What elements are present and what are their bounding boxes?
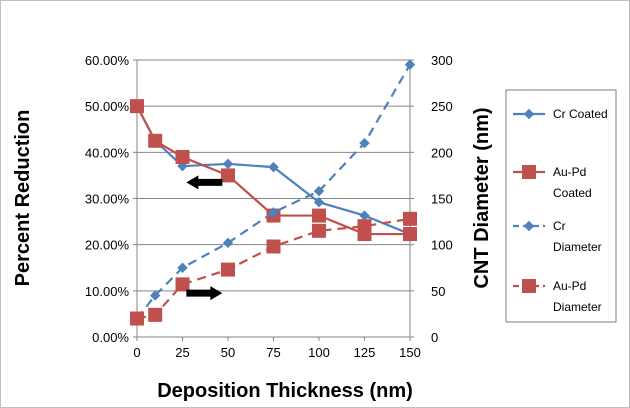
data-point (148, 307, 163, 322)
data-point (403, 211, 417, 226)
series-au-pd-diameter (130, 211, 417, 326)
data-point (313, 196, 325, 208)
data-point (130, 99, 144, 114)
legend-label: Cr Coated (553, 107, 608, 121)
left-tick-label: 30.00% (85, 192, 130, 207)
legend: Cr Coated Au-Pd Coated Cr Diameter Au-Pd Diame… (505, 89, 617, 323)
data-point (357, 219, 372, 234)
right-tick-label: 250 (431, 99, 453, 114)
legend-swatch-marker (523, 108, 535, 120)
data-point (312, 208, 326, 223)
data-point (221, 168, 235, 183)
data-point (222, 158, 234, 170)
legend-swatch-marker (522, 279, 536, 293)
legend-label: Diameter (553, 240, 602, 254)
x-axis-ticks: 0 25 50 75 100 125 150 (133, 337, 421, 360)
data-point (313, 185, 325, 197)
data-point (221, 262, 235, 277)
left-tick-label: 20.00% (85, 238, 130, 253)
x-tick-label: 125 (354, 345, 376, 360)
legend-label: Cr (553, 219, 566, 233)
legend-entry: Au-Pd Diameter (513, 279, 602, 314)
x-tick-label: 0 (133, 345, 140, 360)
y-axis-title: Percent Reduction (12, 110, 34, 287)
series-cr-diameter (131, 59, 416, 324)
data-point (266, 239, 281, 254)
right-tick-label: 200 (431, 145, 453, 160)
left-tick-label: 0.00% (92, 330, 129, 345)
left-tick-label: 10.00% (85, 284, 130, 299)
data-point (130, 311, 144, 326)
x-tick-label: 25 (175, 345, 189, 360)
right-tick-label: 150 (431, 192, 453, 207)
data-point (312, 223, 326, 238)
legend-entry: Au-Pd Coated (513, 165, 592, 200)
arrow-left (186, 175, 223, 190)
data-point (148, 133, 163, 148)
data-point (149, 290, 161, 301)
data-point (268, 161, 279, 173)
right-tick-label: 100 (431, 238, 453, 253)
data-point (268, 207, 279, 218)
annotation-arrows (186, 175, 223, 301)
left-tick-label: 50.00% (85, 99, 130, 114)
data-point (175, 277, 190, 292)
right-tick-label: 50 (431, 284, 445, 299)
data-point (175, 149, 190, 164)
data-point (177, 262, 188, 273)
legend-label: Diameter (553, 300, 602, 314)
left-axis-ticks: 0.00% 10.00% 20.00% 30.00% 40.00% 50.00% 60.00… (85, 53, 137, 345)
legend-label: Coated (553, 186, 592, 200)
x-tick-label: 75 (266, 345, 280, 360)
legend-entry: Cr Coated (513, 107, 608, 121)
series-line (136, 217, 411, 320)
right-tick-label: 300 (431, 53, 453, 68)
legend-label: Au-Pd (553, 279, 586, 293)
y2-axis-title: CNT Diameter (nm) (471, 107, 493, 288)
data-point (222, 237, 234, 249)
right-axis-ticks: 0 50 100 150 200 250 300 (410, 53, 453, 345)
right-tick-label: 0 (431, 330, 438, 345)
legend-swatch-marker (522, 165, 536, 179)
x-axis-title: Deposition Thickness (nm) (157, 380, 413, 402)
data-point (403, 227, 417, 242)
legend-entry: Cr Diameter (513, 219, 602, 254)
left-tick-label: 40.00% (85, 145, 130, 160)
x-tick-label: 150 (399, 345, 421, 360)
x-tick-label: 50 (221, 345, 235, 360)
series-line (136, 64, 411, 320)
data-point (404, 59, 416, 70)
legend-swatch-marker (523, 220, 535, 232)
legend-label: Au-Pd (553, 165, 586, 179)
data-point (359, 137, 370, 149)
series-group (130, 59, 417, 326)
arrow-right (186, 286, 223, 301)
x-tick-label: 100 (308, 345, 330, 360)
left-tick-label: 60.00% (85, 53, 130, 68)
